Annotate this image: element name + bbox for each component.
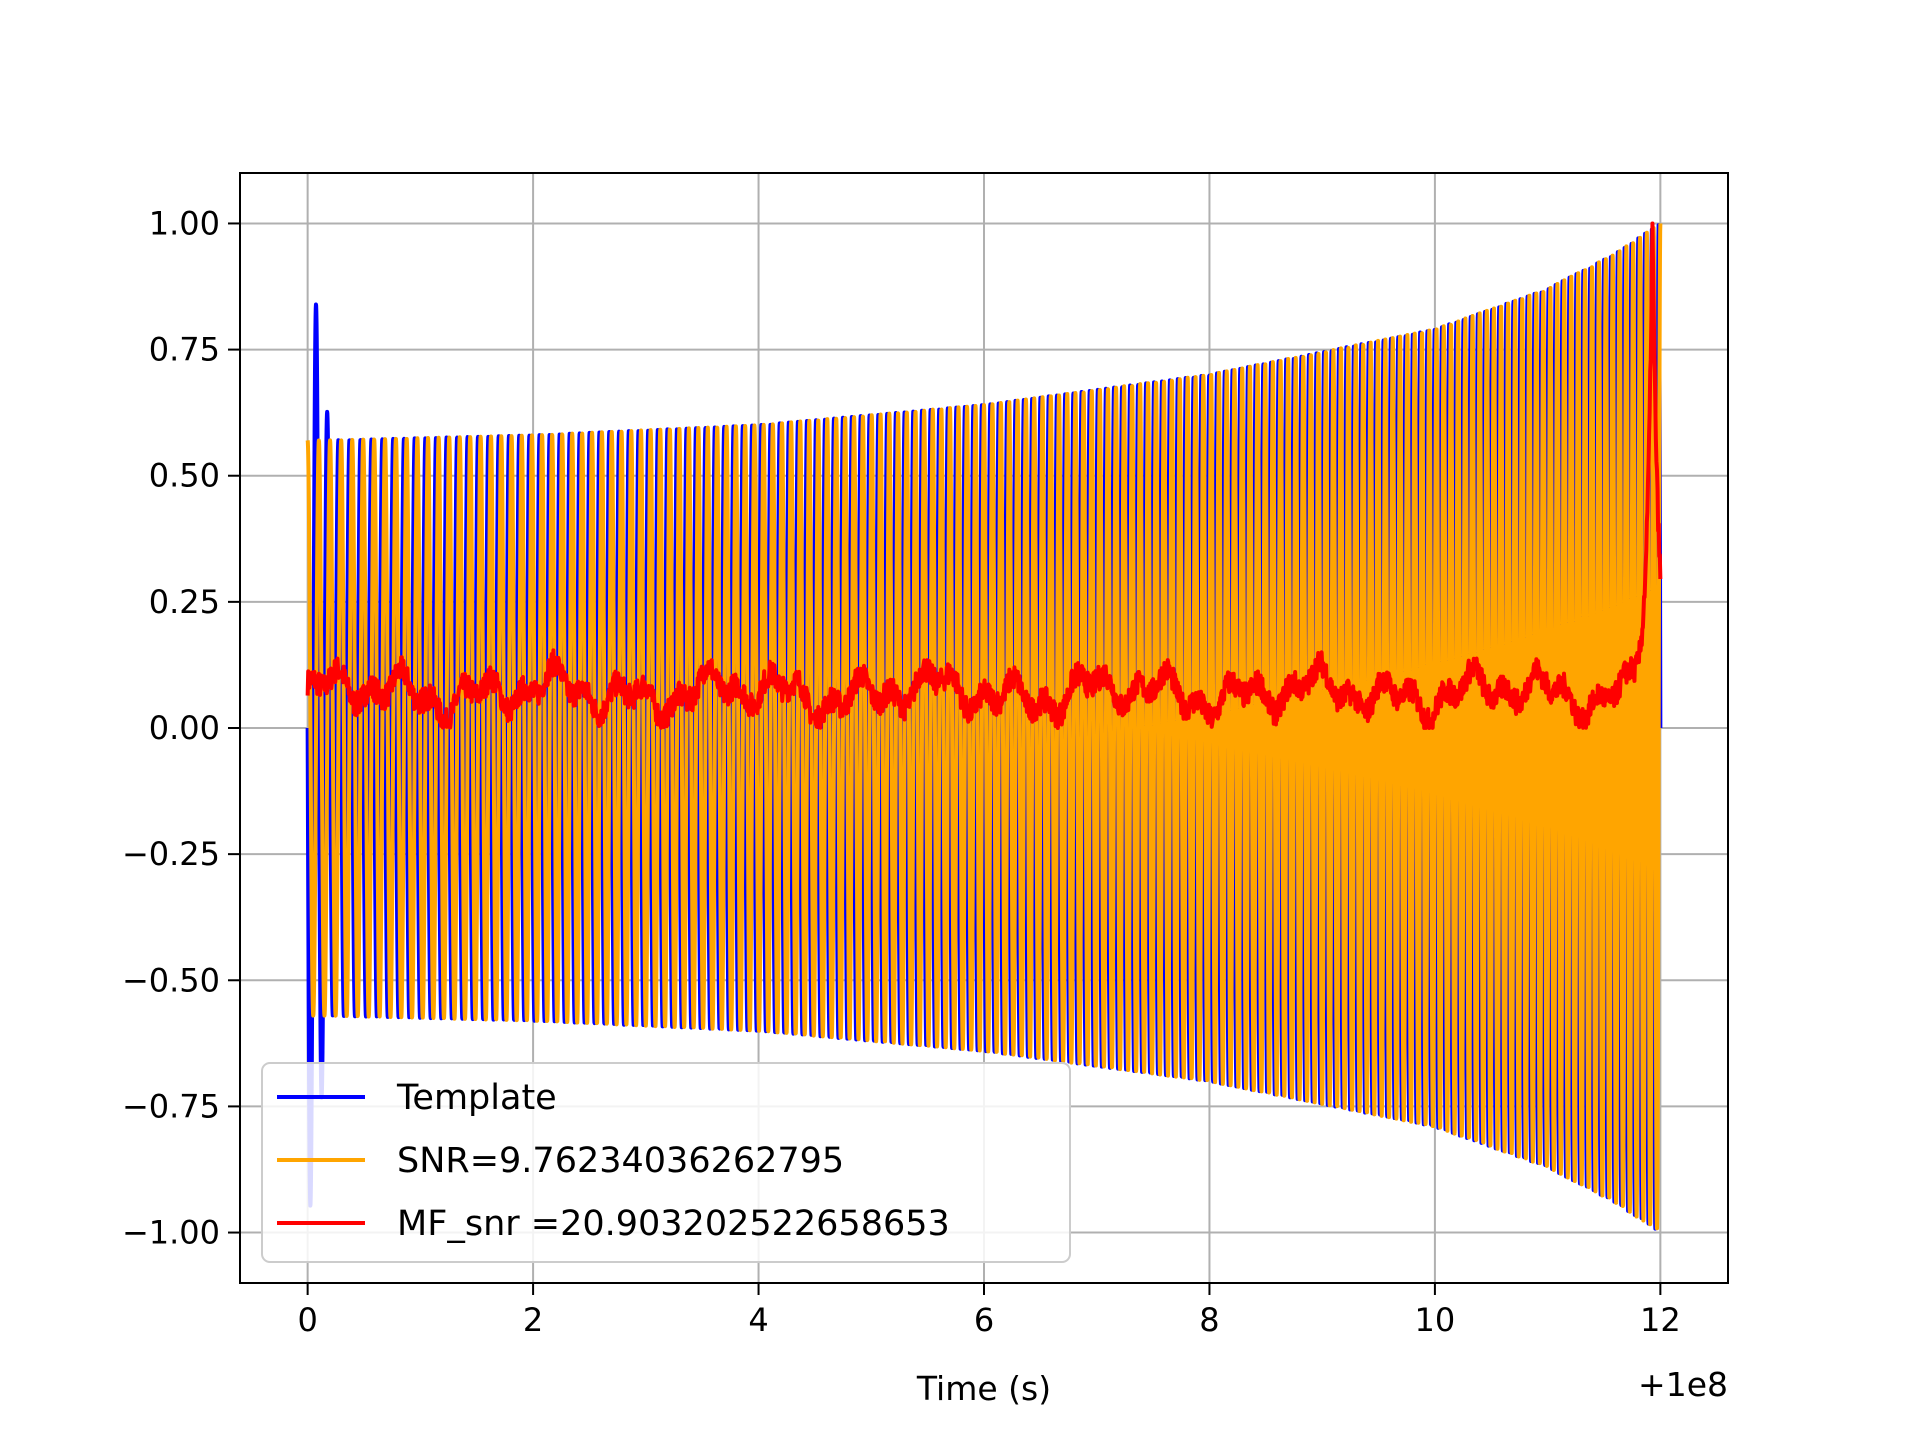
legend-label-mf-snr: MF_snr =20.903202522658653 (397, 1204, 950, 1244)
y-tick-label: 0.25 (149, 583, 220, 621)
x-tick-label: 0 (297, 1301, 317, 1339)
legend: Template SNR=9.76234036262795 MF_snr =20… (261, 1062, 1071, 1263)
x-offset-label: +1e8 (1638, 1365, 1728, 1404)
y-tick-label: 0.00 (149, 709, 220, 747)
legend-label-snr: SNR=9.76234036262795 (397, 1141, 844, 1181)
x-tick-label: 6 (974, 1301, 994, 1339)
y-tick-label: 1.00 (149, 204, 220, 242)
series-line-1 (305, 223, 1663, 1231)
x-tick-label: 2 (523, 1301, 543, 1339)
y-tick-label: −0.75 (122, 1087, 220, 1125)
y-tick-label: 0.50 (149, 457, 220, 495)
y-tick-label: −1.00 (122, 1214, 220, 1252)
y-tick-label: −0.25 (122, 835, 220, 873)
ticks: 0 2 4 6 8 10 12 1.00 0.75 0.50 0.25 0.00 −0.25 −0.50 −… (122, 204, 1681, 1339)
x-tick-label: 10 (1415, 1301, 1456, 1339)
legend-box (261, 1062, 1071, 1263)
x-axis-label: Time (s) (916, 1369, 1051, 1408)
series-line-2 (305, 221, 1663, 730)
x-tick-label: 4 (748, 1301, 768, 1339)
y-tick-label: −0.50 (122, 961, 220, 999)
legend-label-template: Template (396, 1078, 557, 1118)
x-tick-label: 12 (1640, 1301, 1681, 1339)
x-tick-label: 8 (1199, 1301, 1219, 1339)
y-tick-label: 0.75 (149, 331, 220, 369)
series-layer (305, 221, 1663, 1231)
